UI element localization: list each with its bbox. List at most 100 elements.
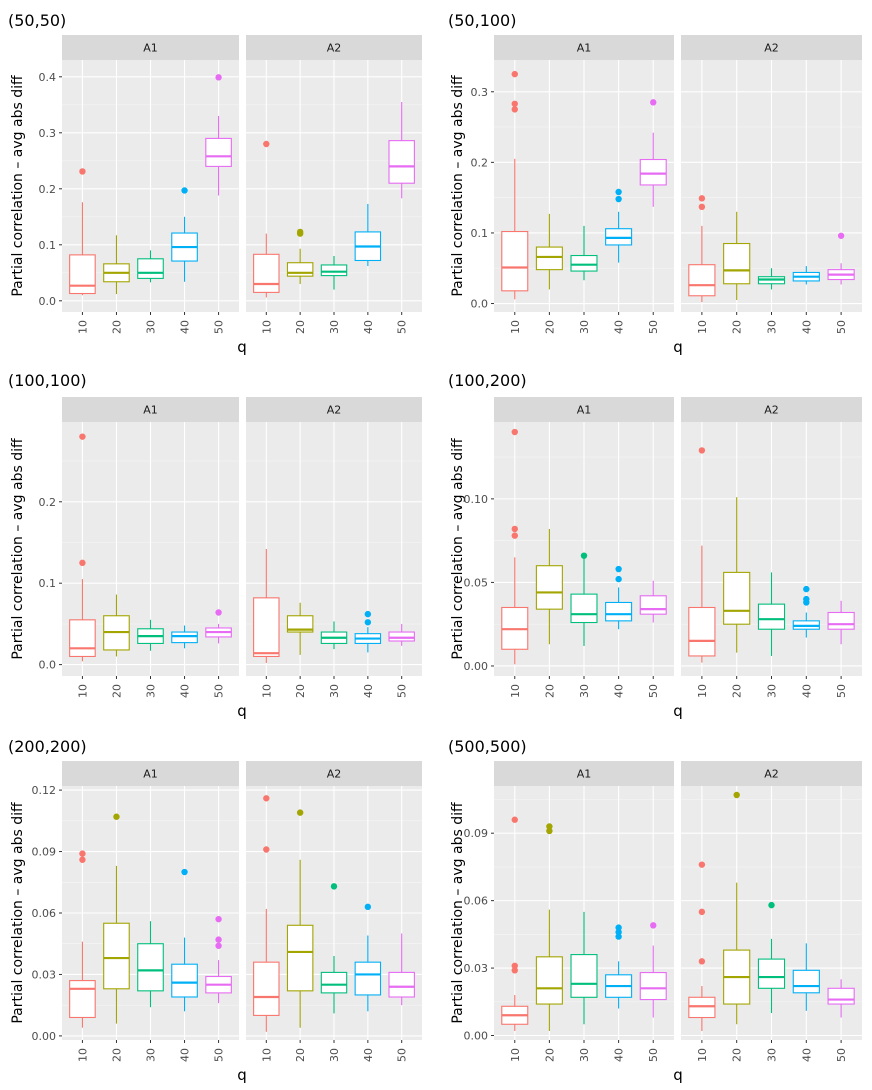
- x-tick-label: 40: [800, 1048, 813, 1062]
- boxplot-q10: [69, 850, 96, 1028]
- y-tick-label: 0.0: [39, 659, 57, 672]
- x-tick-label: 20: [731, 320, 744, 334]
- x-tick-label: 30: [766, 684, 779, 698]
- outlier-point: [615, 928, 622, 936]
- x-tick-label: 20: [294, 1048, 307, 1062]
- x-tick-label: 40: [362, 684, 375, 698]
- outlier-point: [546, 823, 553, 830]
- facet-panel-a1: A1 10 20 30 40 50: [62, 35, 239, 334]
- box-iqr: [688, 264, 716, 297]
- boxplot-q20: [723, 211, 751, 300]
- x-tick-label: 50: [396, 320, 409, 334]
- x-tick-label: 50: [647, 320, 660, 334]
- boxplot-q20: [535, 213, 563, 290]
- box-iqr: [688, 606, 716, 657]
- x-tick-label: 10: [260, 320, 273, 334]
- box-iqr: [320, 264, 348, 277]
- outlier-point: [79, 850, 86, 857]
- x-tick-label: 20: [543, 320, 556, 334]
- box-iqr: [137, 943, 164, 992]
- x-axis-label: q: [237, 1066, 247, 1084]
- facet-panel-a2: A2 10 20 30 40 50: [681, 397, 862, 698]
- subplot-6: (500,500) Partial correlation – avg abs d…: [448, 737, 862, 1084]
- x-tick-label: 40: [179, 1048, 192, 1062]
- box-iqr: [757, 958, 786, 989]
- box-iqr: [639, 972, 667, 1001]
- outlier-point: [181, 868, 188, 876]
- x-tick-label: 50: [213, 684, 226, 698]
- y-axis-label: Partial correlation – avg abs diff: [450, 75, 466, 297]
- x-tick-label: 30: [766, 1048, 779, 1062]
- outlier-point: [511, 428, 518, 436]
- outlier-point: [615, 188, 622, 196]
- boxplot-q50: [205, 74, 232, 196]
- outlier-point: [803, 595, 810, 603]
- x-tick-label: 50: [647, 684, 660, 698]
- x-tick-label: 20: [110, 320, 123, 334]
- x-tick-label: 40: [362, 320, 375, 334]
- outlier-point: [650, 99, 657, 106]
- x-tick-label: 30: [328, 1048, 341, 1062]
- y-tick-label: 0.2: [39, 496, 57, 509]
- y-tick-label: 0.00: [32, 1030, 57, 1043]
- outlier-point: [79, 559, 86, 567]
- y-tick-label: 0.00: [464, 1030, 489, 1043]
- box-iqr: [354, 961, 382, 996]
- x-tick-label: 20: [543, 684, 556, 698]
- x-tick-label: 20: [110, 684, 123, 698]
- boxplot-q10: [501, 70, 529, 300]
- outlier-point: [113, 813, 120, 820]
- boxplot-q50: [388, 102, 415, 199]
- x-tick-label: 30: [766, 320, 779, 334]
- box-iqr: [171, 963, 198, 998]
- boxplot-q20: [535, 528, 563, 645]
- boxplot-q50: [205, 915, 232, 1004]
- x-tick-label: 10: [260, 684, 273, 698]
- subplot-1: (50,50) Partial correlation – avg abs dif…: [8, 11, 422, 356]
- x-tick-label: 10: [696, 684, 709, 698]
- y-tick-label: 0.05: [464, 576, 489, 589]
- facet-panel-a1: A1 10 20 30 40 50: [494, 397, 674, 698]
- boxplot-q10: [688, 447, 716, 663]
- box-iqr: [320, 971, 348, 994]
- facet-strip: [246, 761, 422, 786]
- x-tick-label: 30: [145, 1048, 158, 1062]
- y-axis-label: Partial correlation – avg abs diff: [10, 75, 26, 297]
- x-tick-label: 50: [647, 1048, 660, 1062]
- facet-strip-label: A2: [327, 768, 342, 781]
- facet-panel-a2: A2 10 20 30 40 50: [246, 35, 422, 334]
- boxplot-q40: [354, 610, 382, 653]
- box-iqr: [570, 954, 598, 998]
- x-tick-label: 50: [835, 684, 848, 698]
- outlier-point: [650, 922, 657, 929]
- box-iqr: [688, 996, 716, 1019]
- facet-strip-label: A1: [143, 404, 158, 417]
- x-tick-label: 10: [696, 320, 709, 334]
- x-tick-label: 50: [835, 320, 848, 334]
- box-iqr: [286, 262, 314, 277]
- outlier-point: [837, 232, 845, 239]
- outlier-point: [79, 433, 86, 440]
- outlier-point: [215, 74, 222, 81]
- x-tick-label: 30: [328, 320, 341, 334]
- facet-panel-a1: A1 10 20 30 40 50: [62, 397, 239, 698]
- boxplot-q20: [286, 228, 314, 284]
- x-tick-label: 40: [179, 320, 192, 334]
- y-tick-label: 0.03: [32, 968, 57, 981]
- facet-strip-label: A1: [577, 768, 592, 781]
- x-tick-label: 40: [613, 320, 626, 334]
- x-tick-label: 20: [543, 1048, 556, 1062]
- box-iqr: [103, 922, 130, 990]
- box-iqr: [570, 593, 598, 624]
- outlier-point: [181, 187, 188, 194]
- boxplot-q30: [757, 268, 786, 290]
- subplot-title: (500,500): [448, 737, 527, 756]
- facet-strip: [494, 761, 674, 786]
- x-tick-label: 20: [294, 320, 307, 334]
- box-iqr: [388, 631, 415, 642]
- x-tick-label: 20: [294, 684, 307, 698]
- box-iqr: [388, 971, 415, 998]
- x-tick-label: 30: [578, 1048, 591, 1062]
- x-tick-label: 40: [613, 1048, 626, 1062]
